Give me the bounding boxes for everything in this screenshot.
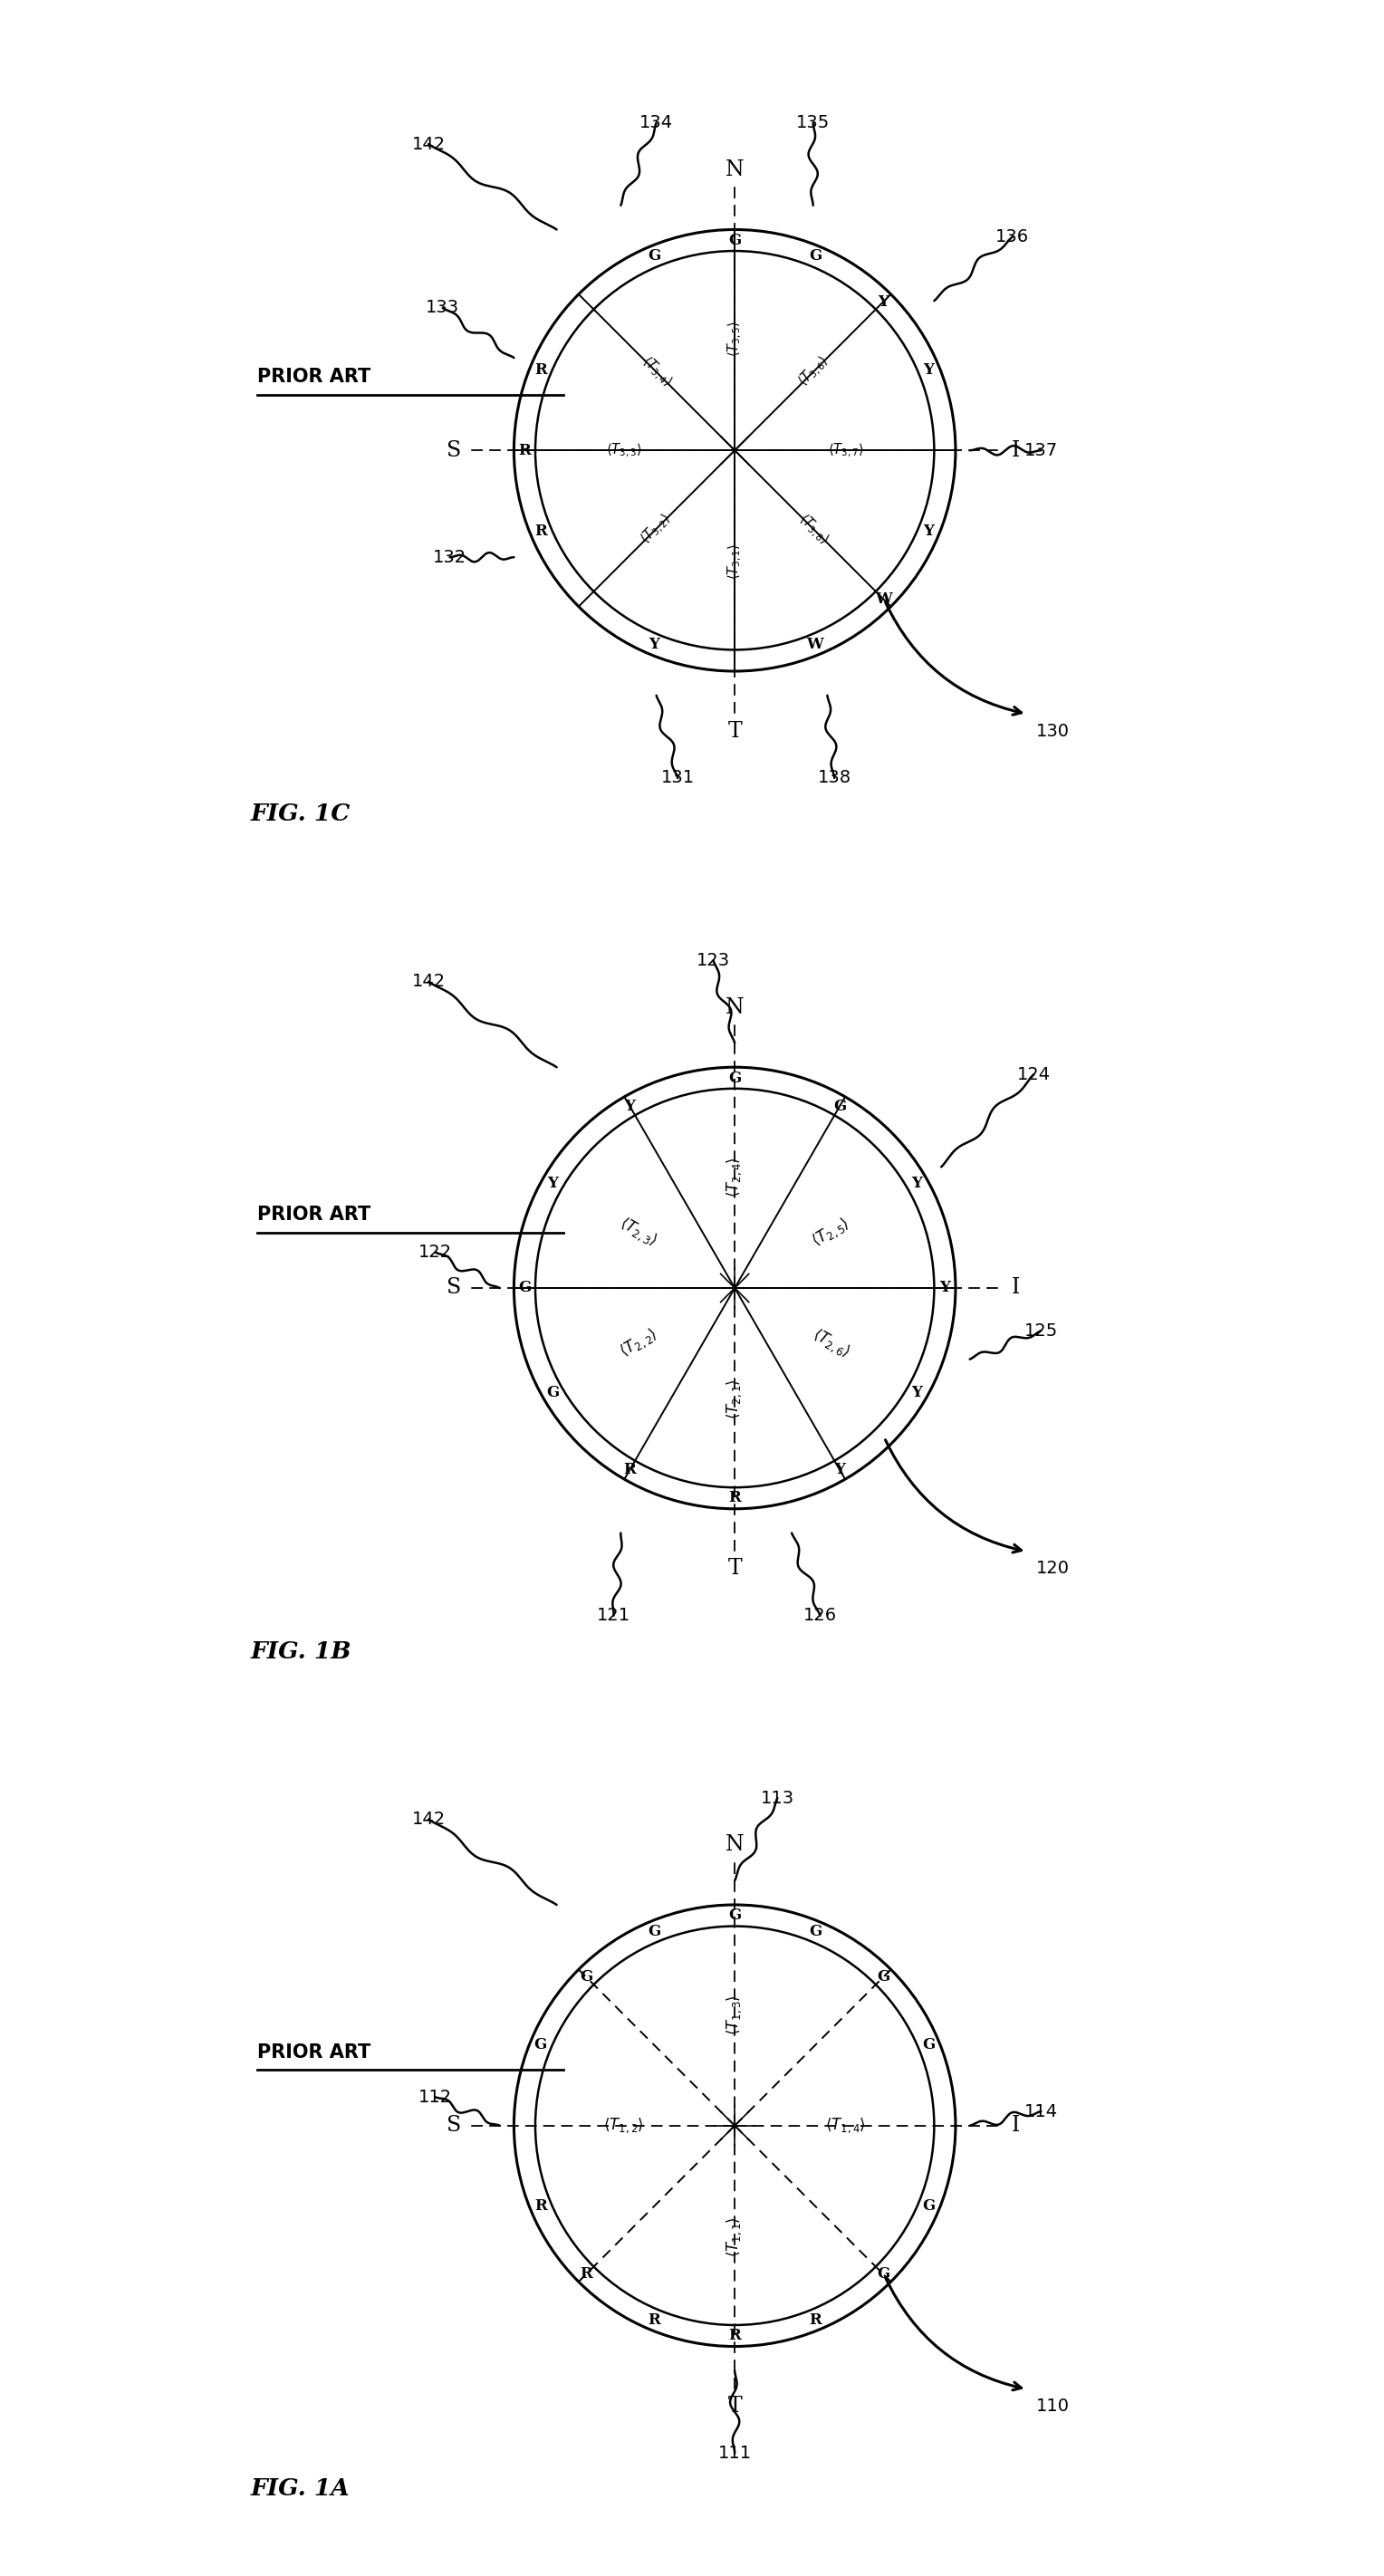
Text: I: I [1012, 440, 1020, 461]
Text: G: G [518, 1280, 531, 1296]
Text: 124: 124 [1017, 1066, 1050, 1082]
Text: G: G [648, 247, 660, 263]
Text: G: G [534, 2038, 547, 2053]
Text: G: G [728, 232, 742, 247]
Text: $\langle T_{1,3}\rangle$: $\langle T_{1,3}\rangle$ [725, 1994, 745, 2035]
Text: 133: 133 [426, 299, 459, 317]
Text: I: I [1012, 2115, 1020, 2136]
Text: S: S [447, 1278, 461, 1298]
Text: $\langle T_{1,4}\rangle$: $\langle T_{1,4}\rangle$ [825, 2117, 866, 2136]
Text: G: G [808, 247, 822, 263]
Text: Y: Y [911, 1386, 922, 1401]
Text: 112: 112 [419, 2089, 453, 2105]
Text: $\langle T_{1,2}\rangle$: $\langle T_{1,2}\rangle$ [603, 2117, 644, 2136]
Text: G: G [922, 2038, 936, 2053]
Text: G: G [877, 2267, 890, 2282]
Text: $\langle T_{3,4}\rangle$: $\langle T_{3,4}\rangle$ [637, 353, 675, 392]
Text: S: S [447, 440, 461, 461]
Text: R: R [623, 1463, 635, 1479]
Text: R: R [534, 523, 547, 538]
Text: 134: 134 [639, 113, 673, 131]
Text: G: G [808, 1924, 822, 1940]
Text: 126: 126 [803, 1607, 837, 1625]
Text: $\langle T_{3,6}\rangle$: $\langle T_{3,6}\rangle$ [794, 353, 832, 392]
Text: R: R [534, 2197, 547, 2213]
Text: 142: 142 [411, 137, 446, 152]
Text: $\langle T_{3,5}\rangle$: $\langle T_{3,5}\rangle$ [727, 322, 743, 358]
Text: $\langle T_{3,2}\rangle$: $\langle T_{3,2}\rangle$ [637, 510, 675, 549]
Text: 137: 137 [1024, 440, 1057, 459]
Text: T: T [728, 721, 742, 742]
Text: 142: 142 [411, 974, 446, 989]
Text: Y: Y [624, 1097, 635, 1113]
Text: Y: Y [548, 1175, 558, 1190]
Text: $\langle T_{2,1}\rangle$: $\langle T_{2,1}\rangle$ [725, 1378, 745, 1419]
Text: Y: Y [911, 1175, 922, 1190]
Text: G: G [580, 1968, 592, 1984]
Text: T: T [728, 1558, 742, 1579]
Text: Y: Y [940, 1280, 951, 1296]
Text: R: R [519, 443, 531, 459]
Text: R: R [728, 2329, 740, 2344]
Text: R: R [534, 363, 547, 379]
Text: N: N [725, 160, 745, 180]
Text: $\langle T_{2,6}\rangle$: $\langle T_{2,6}\rangle$ [808, 1324, 854, 1363]
Text: R: R [808, 2313, 821, 2329]
Text: G: G [877, 1968, 890, 1984]
Text: PRIOR ART: PRIOR ART [257, 368, 371, 386]
Text: $\langle T_{3,8}\rangle$: $\langle T_{3,8}\rangle$ [794, 510, 832, 549]
Text: 121: 121 [597, 1607, 631, 1625]
Text: Y: Y [877, 294, 889, 309]
Text: 114: 114 [1024, 2102, 1057, 2120]
Text: G: G [728, 1069, 742, 1084]
Text: 111: 111 [718, 2445, 752, 2463]
Text: $\langle T_{2,3}\rangle$: $\langle T_{2,3}\rangle$ [616, 1213, 660, 1252]
Text: FIG. 1A: FIG. 1A [251, 2478, 350, 2501]
Text: $\langle T_{2,5}\rangle$: $\langle T_{2,5}\rangle$ [808, 1213, 854, 1252]
Text: I: I [1012, 1278, 1020, 1298]
Text: G: G [648, 1924, 660, 1940]
Text: 113: 113 [761, 1790, 794, 1806]
Text: 130: 130 [1035, 721, 1070, 739]
Text: Y: Y [923, 523, 934, 538]
Text: PRIOR ART: PRIOR ART [257, 1206, 371, 1224]
Text: Y: Y [923, 363, 934, 379]
Text: G: G [922, 2197, 936, 2213]
Text: PRIOR ART: PRIOR ART [257, 2043, 371, 2061]
Text: 142: 142 [411, 1811, 446, 1829]
Text: 122: 122 [419, 1244, 453, 1262]
Text: $\langle T_{2,2}\rangle$: $\langle T_{2,2}\rangle$ [616, 1324, 660, 1363]
Text: G: G [833, 1097, 846, 1113]
Text: 136: 136 [995, 229, 1030, 245]
Text: 132: 132 [433, 549, 466, 567]
Text: G: G [547, 1386, 559, 1401]
Text: $\langle T_{3,1}\rangle$: $\langle T_{3,1}\rangle$ [727, 544, 743, 580]
Text: W: W [875, 592, 891, 608]
Text: R: R [728, 1492, 740, 1507]
Text: Y: Y [649, 636, 660, 652]
Text: N: N [725, 997, 745, 1018]
Text: $\langle T_{2,4}\rangle$: $\langle T_{2,4}\rangle$ [725, 1157, 745, 1198]
Text: $\langle T_{1,1}\rangle$: $\langle T_{1,1}\rangle$ [725, 2215, 745, 2257]
Text: G: G [728, 1909, 742, 1924]
Text: 131: 131 [662, 770, 695, 786]
Text: 135: 135 [796, 113, 830, 131]
Text: W: W [807, 636, 823, 652]
Text: 120: 120 [1035, 1561, 1070, 1577]
Text: N: N [725, 1834, 745, 1855]
Text: T: T [728, 2396, 742, 2416]
Text: $\langle T_{3,7}\rangle$: $\langle T_{3,7}\rangle$ [828, 440, 864, 459]
Text: 123: 123 [696, 951, 731, 969]
Text: R: R [580, 2267, 592, 2282]
Text: 125: 125 [1024, 1321, 1057, 1340]
Text: FIG. 1B: FIG. 1B [251, 1641, 352, 1662]
Text: FIG. 1C: FIG. 1C [251, 801, 350, 824]
Text: S: S [447, 2115, 461, 2136]
Text: 138: 138 [818, 770, 851, 786]
Text: 110: 110 [1035, 2398, 1070, 2414]
Text: $\langle T_{3,3}\rangle$: $\langle T_{3,3}\rangle$ [606, 440, 642, 459]
Text: Y: Y [835, 1463, 846, 1479]
Text: R: R [648, 2313, 660, 2329]
